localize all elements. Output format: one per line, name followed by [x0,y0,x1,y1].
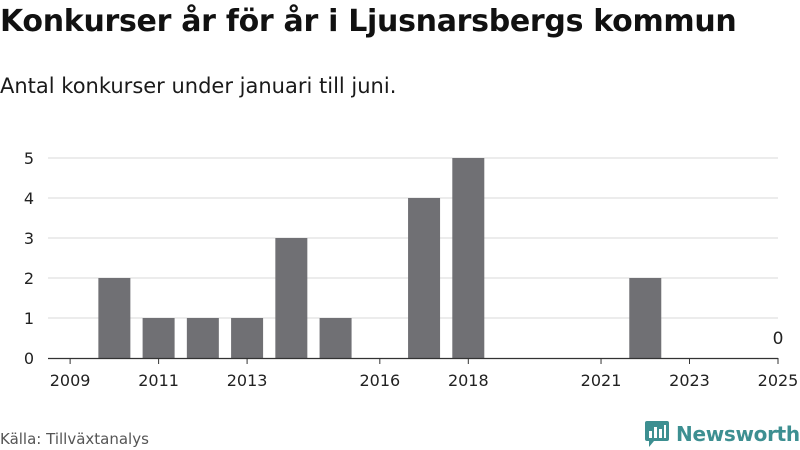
x-tick-label: 2021 [581,371,622,390]
brand-name: Newsworthy [676,422,800,446]
x-tick-label: 2013 [227,371,268,390]
bars [98,158,662,358]
chart-title: Konkurser år för år i Ljusnarsbergs komm… [0,4,737,39]
bar-2022 [629,278,662,358]
x-tick-label: 2023 [669,371,710,390]
y-tick-label: 2 [24,269,34,288]
x-tick-label: 2025 [758,371,799,390]
y-tick-label: 5 [24,149,34,168]
bar-2011 [142,318,175,358]
chart-subtitle: Antal konkurser under januari till juni. [0,74,397,98]
bar-2018 [452,158,485,358]
x-tick-label: 2018 [448,371,489,390]
bar-2012 [186,318,219,358]
labels: 0 1 2 3 4 5 2009 2011 2013 2016 2018 2021 2023 2025 0 [24,149,799,390]
y-tick-label: 0 [24,349,34,368]
bar-2017 [408,198,441,358]
source-note: Källa: Tillväxtanalys [0,430,149,448]
bar-2014 [275,238,308,358]
x-tick-label: 2009 [50,371,91,390]
y-tick-label: 3 [24,229,34,248]
x-tick-label: 2016 [359,371,400,390]
bar-2010 [98,278,131,358]
y-tick-label: 1 [24,309,34,328]
y-tick-label: 4 [24,189,34,208]
newsworthy-logo-icon [645,421,669,447]
bar-2015 [319,318,352,358]
data-label: 0 [773,329,784,349]
bar-2013 [231,318,264,358]
axes [48,357,779,364]
x-tick-label: 2011 [138,371,179,390]
bar-chart: 0 1 2 3 4 5 2009 2011 2013 2016 2018 2021 2023 2025 0 [24,149,799,390]
brand-logo[interactable]: Newsworthy [644,420,800,448]
